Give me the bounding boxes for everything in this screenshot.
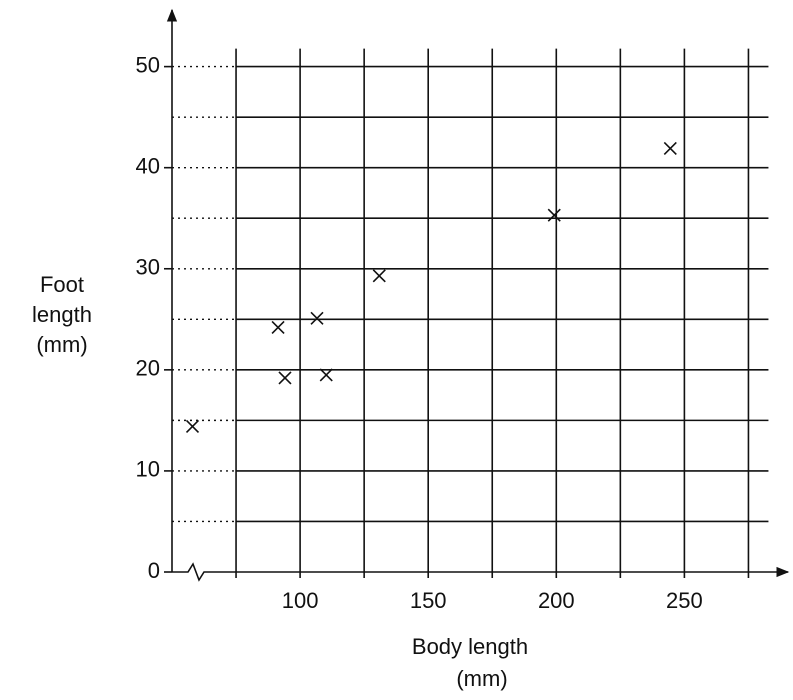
x-axis-label: (mm)	[456, 666, 507, 691]
point	[319, 368, 333, 382]
point	[663, 141, 677, 156]
point	[185, 419, 200, 434]
y-axis-label: (mm)	[36, 332, 87, 357]
plot	[172, 48, 769, 578]
point	[310, 311, 324, 325]
y-tick-label: 10	[136, 457, 160, 482]
x-tick-label: 100	[282, 588, 319, 613]
y-axis-label: length	[32, 302, 92, 327]
y-tick-label: 0	[148, 558, 160, 583]
point	[372, 269, 386, 283]
x-tick-label: 200	[538, 588, 575, 613]
y-axis-label: Foot	[40, 272, 84, 297]
x-axis	[172, 562, 790, 582]
point	[278, 371, 292, 385]
y-tick-label: 20	[136, 356, 160, 381]
y-tick-label: 30	[136, 255, 160, 280]
x-tick-label: 150	[410, 588, 447, 613]
x-axis-label: Body length	[412, 634, 528, 659]
x-tick-label: 250	[666, 588, 703, 613]
y-tick-label: 40	[136, 153, 160, 178]
point	[271, 320, 285, 334]
y-tick-label: 50	[136, 52, 160, 77]
point	[547, 208, 561, 222]
